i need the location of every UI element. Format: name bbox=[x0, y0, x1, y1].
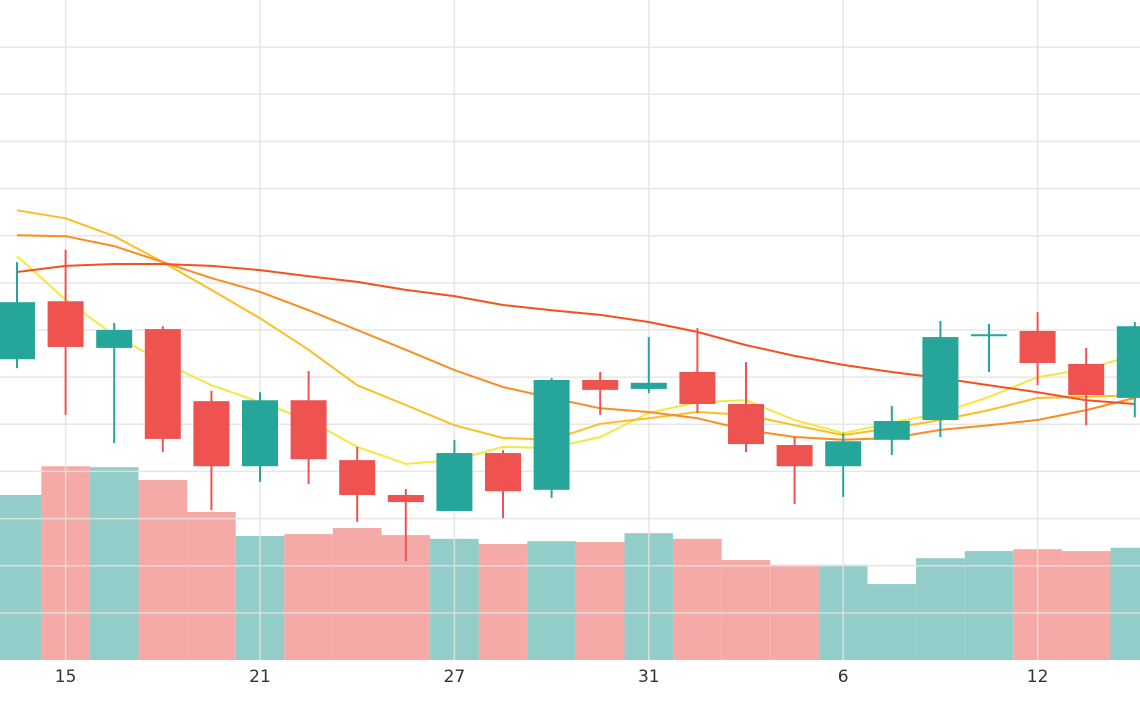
candle-body bbox=[873, 420, 910, 440]
candle bbox=[582, 371, 619, 415]
volume-bar bbox=[673, 538, 722, 660]
moving-average-line bbox=[16, 209, 1135, 441]
candle-body bbox=[971, 334, 1007, 337]
candle bbox=[825, 433, 862, 497]
candle-body bbox=[193, 401, 230, 467]
candle-body bbox=[1019, 330, 1056, 363]
x-tick-label: 31 bbox=[638, 667, 660, 687]
volume-bar bbox=[721, 560, 771, 660]
candle bbox=[436, 439, 473, 512]
candle bbox=[679, 328, 716, 413]
moving-average-line bbox=[16, 234, 1136, 441]
candle bbox=[1116, 321, 1140, 418]
candle-body bbox=[0, 302, 35, 360]
candle-body bbox=[1116, 326, 1140, 398]
candle-body bbox=[922, 337, 959, 421]
candle bbox=[290, 371, 327, 485]
volume-bar bbox=[0, 495, 42, 660]
candle bbox=[387, 488, 424, 561]
candle bbox=[971, 323, 1007, 372]
candle-body bbox=[825, 441, 862, 467]
volume-bar bbox=[527, 541, 576, 660]
x-tick-label: 15 bbox=[55, 667, 77, 687]
x-tick-label: 12 bbox=[1027, 667, 1049, 687]
volume-bar bbox=[575, 542, 625, 660]
candle bbox=[776, 437, 813, 504]
candle bbox=[1019, 312, 1056, 386]
candle-body bbox=[582, 379, 619, 390]
candle bbox=[922, 321, 959, 438]
candle bbox=[630, 337, 667, 394]
candle-body bbox=[485, 453, 521, 492]
candle bbox=[0, 262, 35, 369]
moving-average-line bbox=[16, 263, 1135, 405]
candle-body bbox=[533, 379, 570, 490]
volume-bar bbox=[964, 551, 1014, 660]
candle bbox=[193, 390, 230, 511]
candle bbox=[96, 322, 133, 444]
candle-body bbox=[679, 371, 716, 405]
volume-bar bbox=[187, 511, 236, 660]
candle bbox=[144, 326, 181, 453]
candle-body bbox=[728, 404, 764, 445]
volume-bar bbox=[138, 479, 188, 660]
volume-bar bbox=[867, 584, 917, 660]
candle bbox=[533, 378, 570, 498]
x-tick-label: 27 bbox=[444, 667, 466, 687]
candle bbox=[728, 362, 764, 453]
x-tick-label: 6 bbox=[838, 667, 849, 687]
candle bbox=[47, 249, 84, 415]
candle bbox=[1068, 347, 1105, 426]
x-tick-label: 21 bbox=[249, 667, 271, 687]
volume-bar bbox=[1061, 551, 1111, 660]
candle-body bbox=[290, 400, 327, 460]
candle-body bbox=[630, 382, 667, 389]
candle bbox=[339, 446, 376, 522]
candle-body bbox=[776, 445, 813, 467]
volume-bar bbox=[1110, 547, 1140, 660]
candle-body bbox=[242, 400, 278, 467]
candle-body bbox=[436, 453, 473, 512]
candle-body bbox=[1068, 363, 1105, 396]
candle-body bbox=[144, 329, 181, 439]
volume-bar bbox=[332, 528, 382, 660]
volume-bar bbox=[284, 534, 333, 660]
candle-body bbox=[387, 495, 424, 503]
volume-bar bbox=[478, 544, 528, 660]
candle-body bbox=[96, 330, 133, 348]
volume-bar bbox=[89, 467, 139, 660]
candle bbox=[242, 392, 278, 482]
candle bbox=[485, 450, 521, 519]
volume-bar bbox=[916, 558, 965, 660]
candle bbox=[873, 405, 910, 455]
candle-body bbox=[47, 301, 84, 347]
candle-body bbox=[339, 460, 376, 495]
